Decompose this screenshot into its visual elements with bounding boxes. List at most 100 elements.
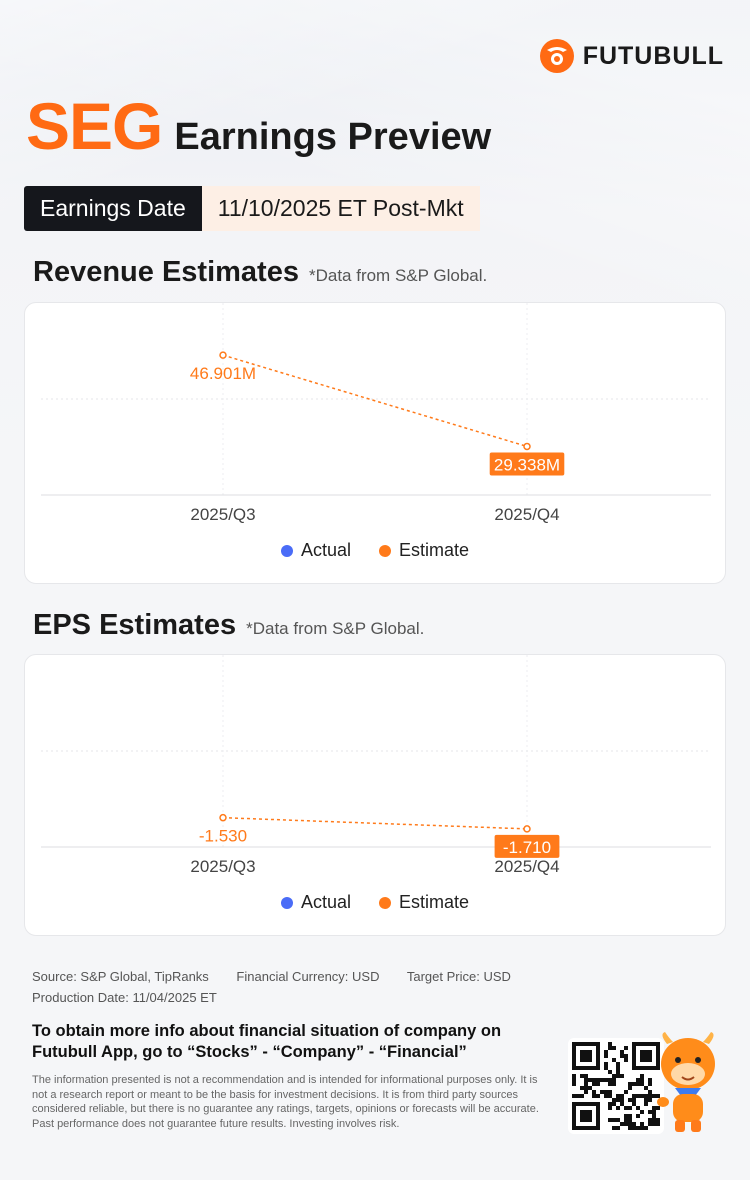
qr-module [604, 1054, 608, 1058]
qr-module [612, 1078, 616, 1082]
qr-module [632, 1098, 636, 1102]
earnings-date-value: 11/10/2025 ET Post-Mkt [201, 186, 480, 231]
actual-dot-icon [280, 896, 293, 909]
qr-module [572, 1074, 576, 1078]
bull-mascot-icon [657, 1032, 715, 1132]
qr-module [608, 1102, 612, 1106]
qr-module [632, 1094, 636, 1098]
qr-module [652, 1110, 656, 1114]
data-label: 29.338M [494, 455, 560, 474]
qr-module [648, 1110, 652, 1114]
qr-module [648, 1078, 652, 1082]
qr-module [616, 1066, 620, 1070]
qr-module [616, 1062, 620, 1066]
qr-module [648, 1090, 652, 1094]
qr-module [572, 1094, 576, 1098]
revenue-legend: Actual Estimate [25, 540, 725, 561]
footer-target: Target Price: USD [406, 969, 511, 984]
qr-module [612, 1058, 616, 1062]
qr-module [596, 1078, 600, 1082]
qr-module [592, 1094, 596, 1098]
footer-source: Source: S&P Global, TipRanks [32, 969, 209, 984]
footer-production: Production Date: 11/04/2025 ET [32, 990, 217, 1005]
qr-module [644, 1094, 648, 1098]
qr-module [624, 1054, 628, 1058]
qr-module [652, 1118, 656, 1122]
qr-module [584, 1078, 588, 1082]
data-label-badge [489, 452, 565, 476]
qr-module [648, 1082, 652, 1086]
x-tick-label: 2025/Q4 [494, 505, 559, 524]
qr-module [608, 1118, 612, 1122]
qr-module [644, 1086, 648, 1090]
estimate-point [523, 442, 531, 451]
revenue-chart: 2025/Q3 2025/Q4 46.901M 29.338M [41, 303, 711, 524]
qr-module [628, 1098, 632, 1102]
qr-module [612, 1074, 616, 1078]
qr-module [576, 1094, 580, 1098]
qr-module [620, 1122, 624, 1126]
qr-module [636, 1114, 640, 1118]
qr-module [580, 1094, 584, 1098]
qr-module [640, 1074, 644, 1078]
qr-module [616, 1118, 620, 1122]
qr-module [628, 1118, 632, 1122]
qr-module [648, 1094, 652, 1098]
qr-module [584, 1086, 588, 1090]
legend-estimate-label: Estimate [399, 892, 470, 912]
ticker-symbol: SEG [26, 89, 163, 163]
qr-module [612, 1118, 616, 1122]
qr-module [572, 1078, 576, 1082]
qr-module [612, 1126, 616, 1130]
qr-module [608, 1082, 612, 1086]
qr-module [588, 1078, 592, 1082]
qr-module [632, 1102, 636, 1106]
qr-module [652, 1114, 656, 1118]
legend-actual: Actual [280, 540, 351, 561]
qr-module [584, 1082, 588, 1086]
qr-module [624, 1046, 628, 1050]
estimate-point [219, 351, 227, 359]
qr-module [636, 1094, 640, 1098]
qr-module [640, 1110, 644, 1114]
qr-module [620, 1102, 624, 1106]
qr-module [640, 1126, 644, 1130]
qr-module [612, 1046, 616, 1050]
eps-chart-card: 2025/Q3 2025/Q4 -1.530 -1.710 Actual Estima… [24, 654, 726, 936]
qr-module [640, 1078, 644, 1082]
qr-module [624, 1106, 628, 1110]
data-label: -1.710 [503, 838, 551, 857]
qr-module [600, 1090, 604, 1094]
qr-module [616, 1070, 620, 1074]
qr-module [636, 1126, 640, 1130]
data-label: 46.901M [190, 364, 256, 383]
qr-module [592, 1082, 596, 1086]
qr-module [656, 1118, 660, 1122]
qr-module [616, 1126, 620, 1130]
qr-module [592, 1078, 596, 1082]
legend-estimate: Estimate [379, 892, 469, 913]
qr-module [584, 1074, 588, 1078]
qr-code[interactable] [568, 1038, 664, 1134]
qr-module [612, 1098, 616, 1102]
earnings-date-label: Earnings Date [24, 186, 202, 231]
qr-module [604, 1050, 608, 1054]
estimate-series-line [222, 816, 528, 830]
qr-module [652, 1094, 656, 1098]
qr-module [624, 1090, 628, 1094]
qr-module [624, 1114, 628, 1118]
eps-chart: 2025/Q3 2025/Q4 -1.530 -1.710 [41, 655, 711, 876]
qr-module [604, 1090, 608, 1094]
revenue-chart-card: 2025/Q3 2025/Q4 46.901M 29.338M Actual Esti… [24, 302, 726, 584]
qr-finder-core [580, 1110, 592, 1122]
legend-actual-label: Actual [300, 540, 351, 560]
qr-module [608, 1078, 612, 1082]
qr-module [616, 1094, 620, 1098]
qr-module [636, 1106, 640, 1110]
qr-module [632, 1082, 636, 1086]
x-tick-label: 2025/Q3 [190, 505, 255, 524]
qr-module [624, 1058, 628, 1062]
qr-module [616, 1074, 620, 1078]
qr-module [608, 1042, 612, 1046]
qr-module [628, 1126, 632, 1130]
